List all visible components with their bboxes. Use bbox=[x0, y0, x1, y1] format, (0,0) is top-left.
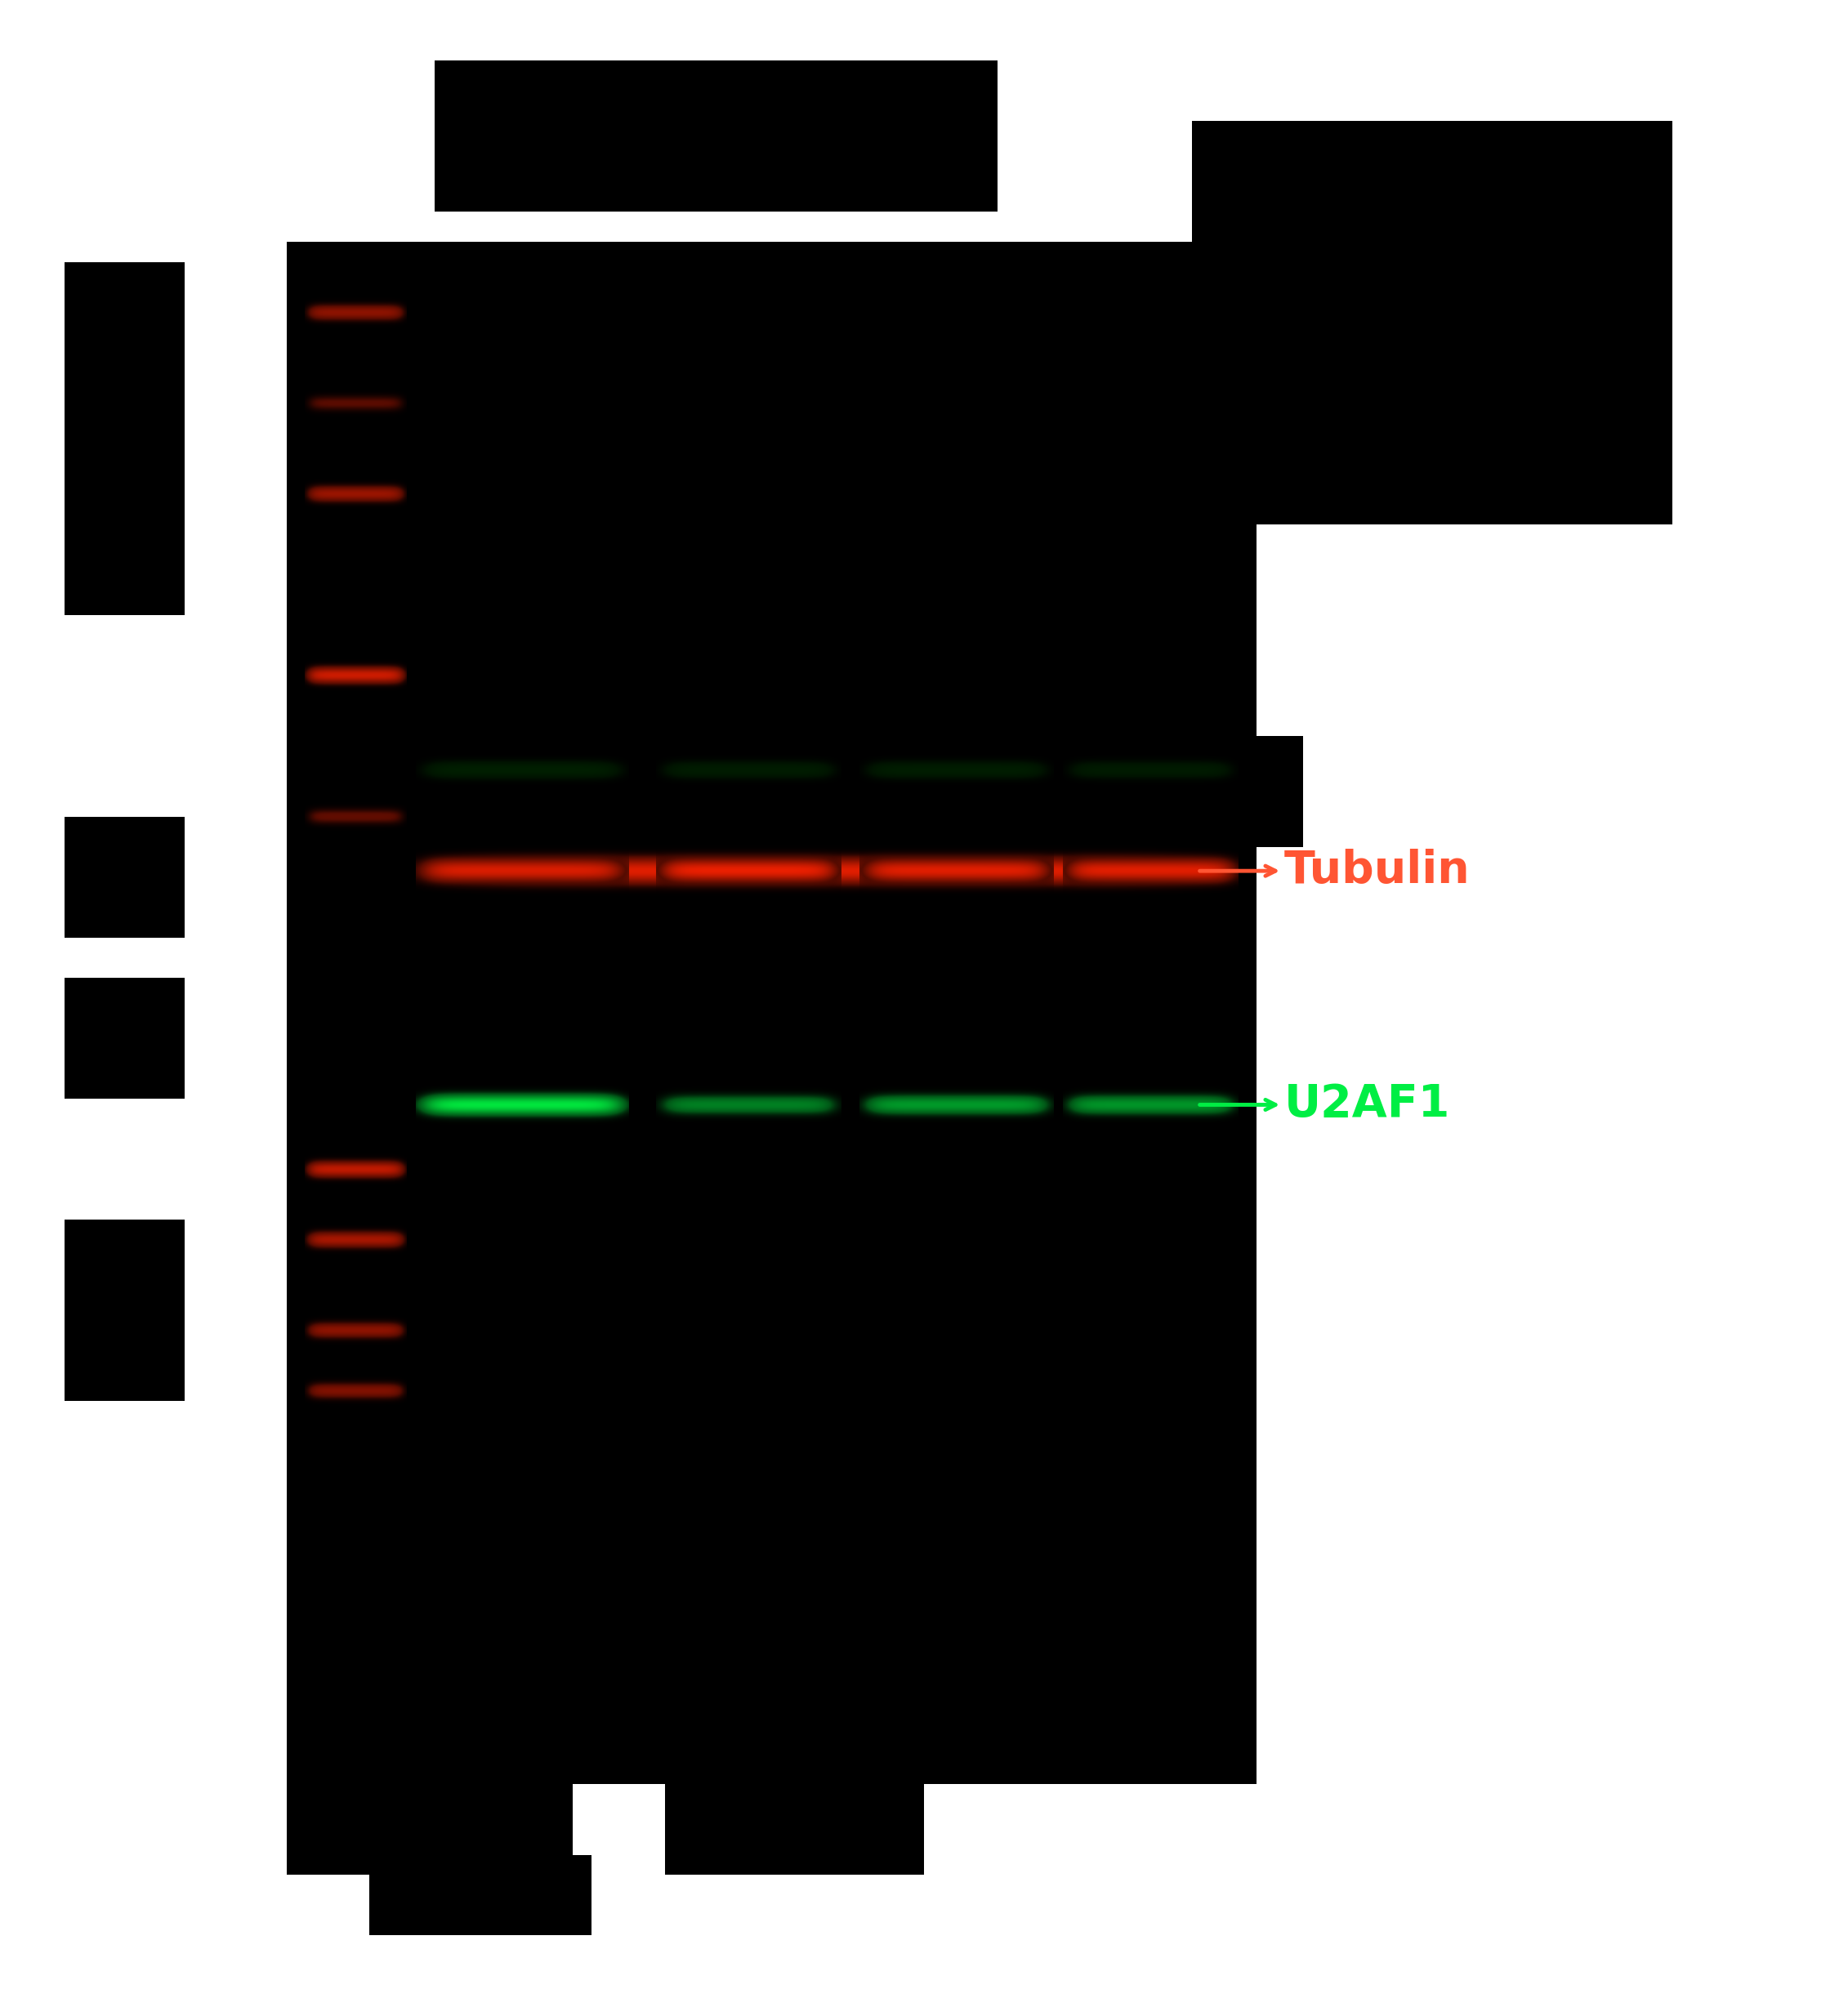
Bar bbox=[665, 1764, 924, 1875]
Bar bbox=[65, 978, 185, 1099]
Bar bbox=[370, 1855, 591, 1935]
Bar bbox=[65, 816, 185, 937]
Text: Tubulin: Tubulin bbox=[1199, 849, 1471, 893]
Bar bbox=[286, 242, 1257, 1784]
Bar bbox=[286, 1764, 573, 1875]
Bar bbox=[65, 1220, 185, 1401]
Bar bbox=[1192, 736, 1303, 847]
Text: U2AF1: U2AF1 bbox=[1199, 1083, 1451, 1127]
Bar bbox=[1192, 121, 1672, 524]
Bar bbox=[434, 60, 998, 212]
Bar bbox=[65, 262, 185, 615]
